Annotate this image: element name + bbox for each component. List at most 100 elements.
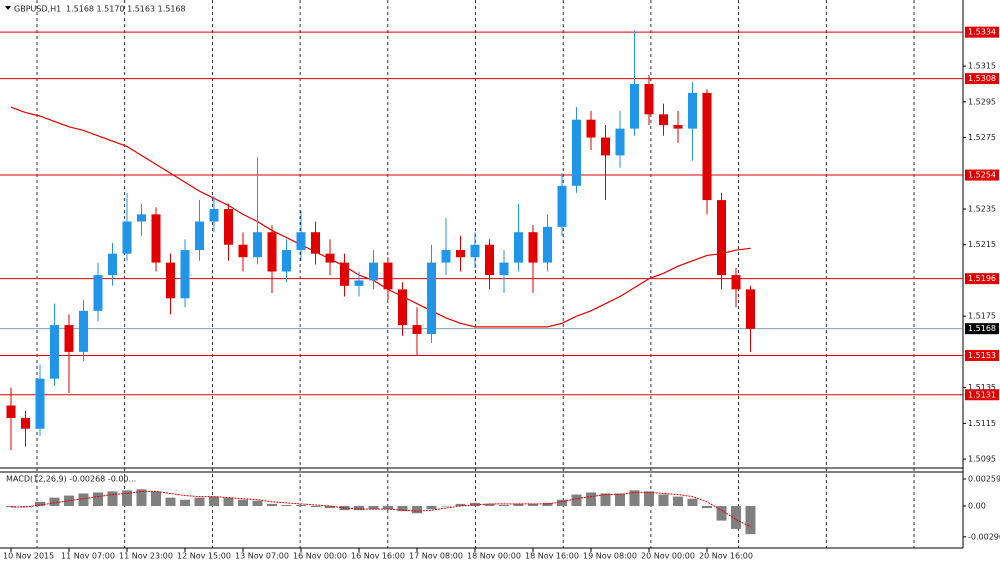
candle-body: [485, 244, 494, 276]
candle-body: [427, 262, 436, 335]
macd-bar: [673, 496, 683, 506]
candle-body: [673, 125, 683, 129]
x-tick-label: 18 Nov 16:00: [525, 552, 579, 561]
candle-body: [615, 128, 625, 156]
candle-body: [64, 325, 74, 352]
macd-bar: [136, 489, 147, 506]
macd-bar: [209, 496, 219, 506]
level-label: 1.5308: [968, 74, 996, 83]
macd-bar: [122, 490, 132, 506]
level-label: 1.5131: [968, 390, 996, 399]
candle-body: [108, 253, 117, 276]
candle-body: [50, 325, 59, 379]
candle-body: [470, 244, 480, 258]
macd-bar: [151, 491, 161, 506]
candle-body: [151, 214, 161, 263]
macd-bar: [731, 505, 741, 529]
level-label: 1.5254: [968, 171, 996, 180]
candle-body: [224, 208, 233, 245]
macd-bar: [368, 505, 379, 510]
macd-bar: [528, 503, 538, 506]
x-tick-label: 20 Nov 16:00: [699, 552, 753, 561]
macd-bar: [716, 505, 727, 521]
x-tick-label: 10 Nov 2015: [3, 552, 54, 561]
macd-bar: [557, 499, 567, 506]
y-tick-label: 1.5095: [968, 455, 996, 464]
x-tick-label: 20 Nov 00:00: [641, 552, 695, 561]
candle-body: [557, 185, 567, 227]
moving-average-line: [10, 106, 751, 328]
macd-bar: [180, 499, 190, 506]
macd-title: MACD(12,26,9) -0.00268 -0.00...: [6, 475, 136, 484]
y-tick-label: 0.00: [968, 501, 986, 510]
macd-bar: [658, 494, 669, 506]
x-tick-label: 17 Nov 08:00: [409, 552, 463, 561]
candle-body: [586, 119, 596, 138]
macd-bar: [165, 497, 176, 506]
macd-bar: [20, 505, 31, 507]
candle-body: [499, 262, 509, 276]
candle-body: [122, 221, 132, 254]
macd-bar: [107, 491, 118, 506]
macd-bar: [49, 497, 60, 506]
level-label-bg: [965, 169, 999, 181]
macd-bar: [484, 503, 495, 506]
macd-bar: [629, 490, 640, 506]
candle-body: [209, 208, 219, 222]
candle-body: [456, 250, 465, 258]
macd-bar: [194, 497, 205, 506]
candle-body: [21, 417, 30, 429]
y-tick-label: 1.5175: [968, 312, 996, 321]
candle-body: [195, 221, 204, 251]
y-tick-label: 1.5115: [968, 419, 996, 428]
x-tick-label: 11 Nov 07:00: [61, 552, 115, 561]
macd-bar: [310, 505, 321, 508]
macd-bar: [542, 502, 553, 506]
candle-body: [630, 83, 639, 129]
candle-body: [441, 250, 451, 263]
macd-bar: [325, 505, 335, 509]
menu-arrow: [5, 6, 11, 10]
macd-bar: [223, 497, 234, 506]
candle-body: [717, 200, 726, 276]
candle-body: [514, 232, 523, 263]
macd-bar: [339, 505, 350, 511]
symbol-title: GBPUSD,H1: [14, 5, 61, 14]
macd-bar: [571, 494, 582, 506]
x-tick-label: 13 Nov 07:00: [235, 552, 289, 561]
x-tick-label: 16 Nov 00:00: [293, 552, 347, 561]
candle-body: [659, 114, 668, 126]
macd-bar: [455, 503, 466, 506]
macd-bar: [470, 502, 480, 506]
candle-body: [383, 262, 393, 290]
candle-body: [528, 232, 538, 263]
y-tick-label: 1.5135: [968, 383, 996, 392]
macd-bar: [615, 493, 625, 506]
level-label: 1.5196: [968, 274, 996, 283]
signal-line: [11, 490, 751, 528]
candle-body: [93, 275, 103, 311]
macd-bar: [644, 491, 654, 506]
macd-bar: [238, 499, 248, 506]
macd-bar: [745, 505, 756, 535]
grid: [36, 0, 915, 548]
candle-body: [253, 232, 262, 258]
candle-body: [238, 244, 248, 258]
candle-body: [6, 405, 16, 418]
candle-body: [282, 250, 291, 272]
candle-body: [296, 232, 306, 251]
macd-bar: [702, 505, 712, 509]
current-price-bg: [965, 323, 999, 335]
candle-body: [412, 325, 422, 335]
candle-body: [325, 253, 335, 263]
candle-body: [601, 137, 610, 156]
macd-bar: [441, 505, 451, 507]
candle-body: [166, 262, 175, 299]
macd-bar: [412, 505, 422, 514]
ohlc-header: 1.5168 1.5170 1.5163 1.5168: [66, 5, 186, 14]
candle-body: [369, 262, 378, 281]
candle-body: [79, 310, 88, 352]
candle-body: [731, 275, 741, 290]
